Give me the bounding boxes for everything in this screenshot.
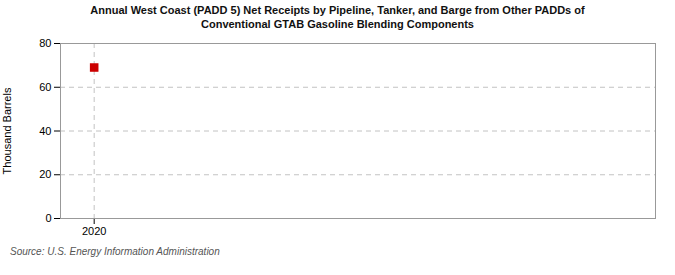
svg-text:60: 60 [39, 81, 51, 93]
svg-text:80: 80 [39, 37, 51, 49]
html-text:Source: U.S. Energy Informatio: Source: U.S. Energy Information Administ… [10, 246, 220, 257]
svg-text:2020: 2020 [82, 225, 106, 237]
svg-text:0: 0 [45, 212, 51, 224]
html-text:Annual West Coast (PADD 5) Net: Annual West Coast (PADD 5) Net Receipts … [90, 4, 585, 16]
svg-text:40: 40 [39, 125, 51, 137]
svg-text:Thousand Barrels: Thousand Barrels [1, 87, 13, 174]
html-text:Conventional GTAB Gasoline Ble: Conventional GTAB Gasoline Blending Comp… [201, 18, 474, 30]
svg-text:20: 20 [39, 168, 51, 180]
